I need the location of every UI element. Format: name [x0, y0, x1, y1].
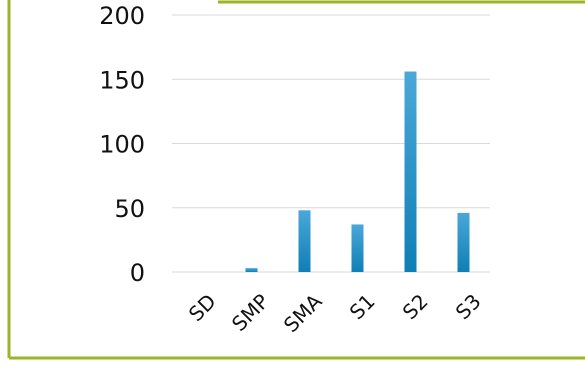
x-axis-ticks: SD SMP SMA S1 S2 S3: [184, 289, 486, 337]
bar: [404, 71, 417, 272]
bar: [351, 224, 364, 272]
y-tick-label: 200: [99, 2, 145, 30]
y-tick-label: 50: [114, 195, 145, 223]
y-tick-label: 100: [99, 131, 145, 159]
bars: [245, 71, 470, 272]
y-tick-label: 0: [130, 259, 145, 287]
bar: [298, 210, 311, 272]
x-tick-label: S2: [398, 289, 433, 324]
x-tick-label: SD: [184, 289, 221, 326]
x-tick-label: S1: [345, 289, 380, 324]
x-tick-label: SMP: [227, 289, 274, 336]
x-tick-label: SMA: [279, 289, 327, 337]
y-axis-ticks: 0 50 100 150 200: [99, 2, 145, 287]
bar: [245, 268, 258, 272]
y-tick-label: 150: [99, 66, 145, 94]
chart-frame-border: [7, 0, 585, 360]
gridlines: [172, 14, 490, 273]
x-tick-label: S3: [451, 289, 486, 324]
bar: [457, 212, 470, 272]
